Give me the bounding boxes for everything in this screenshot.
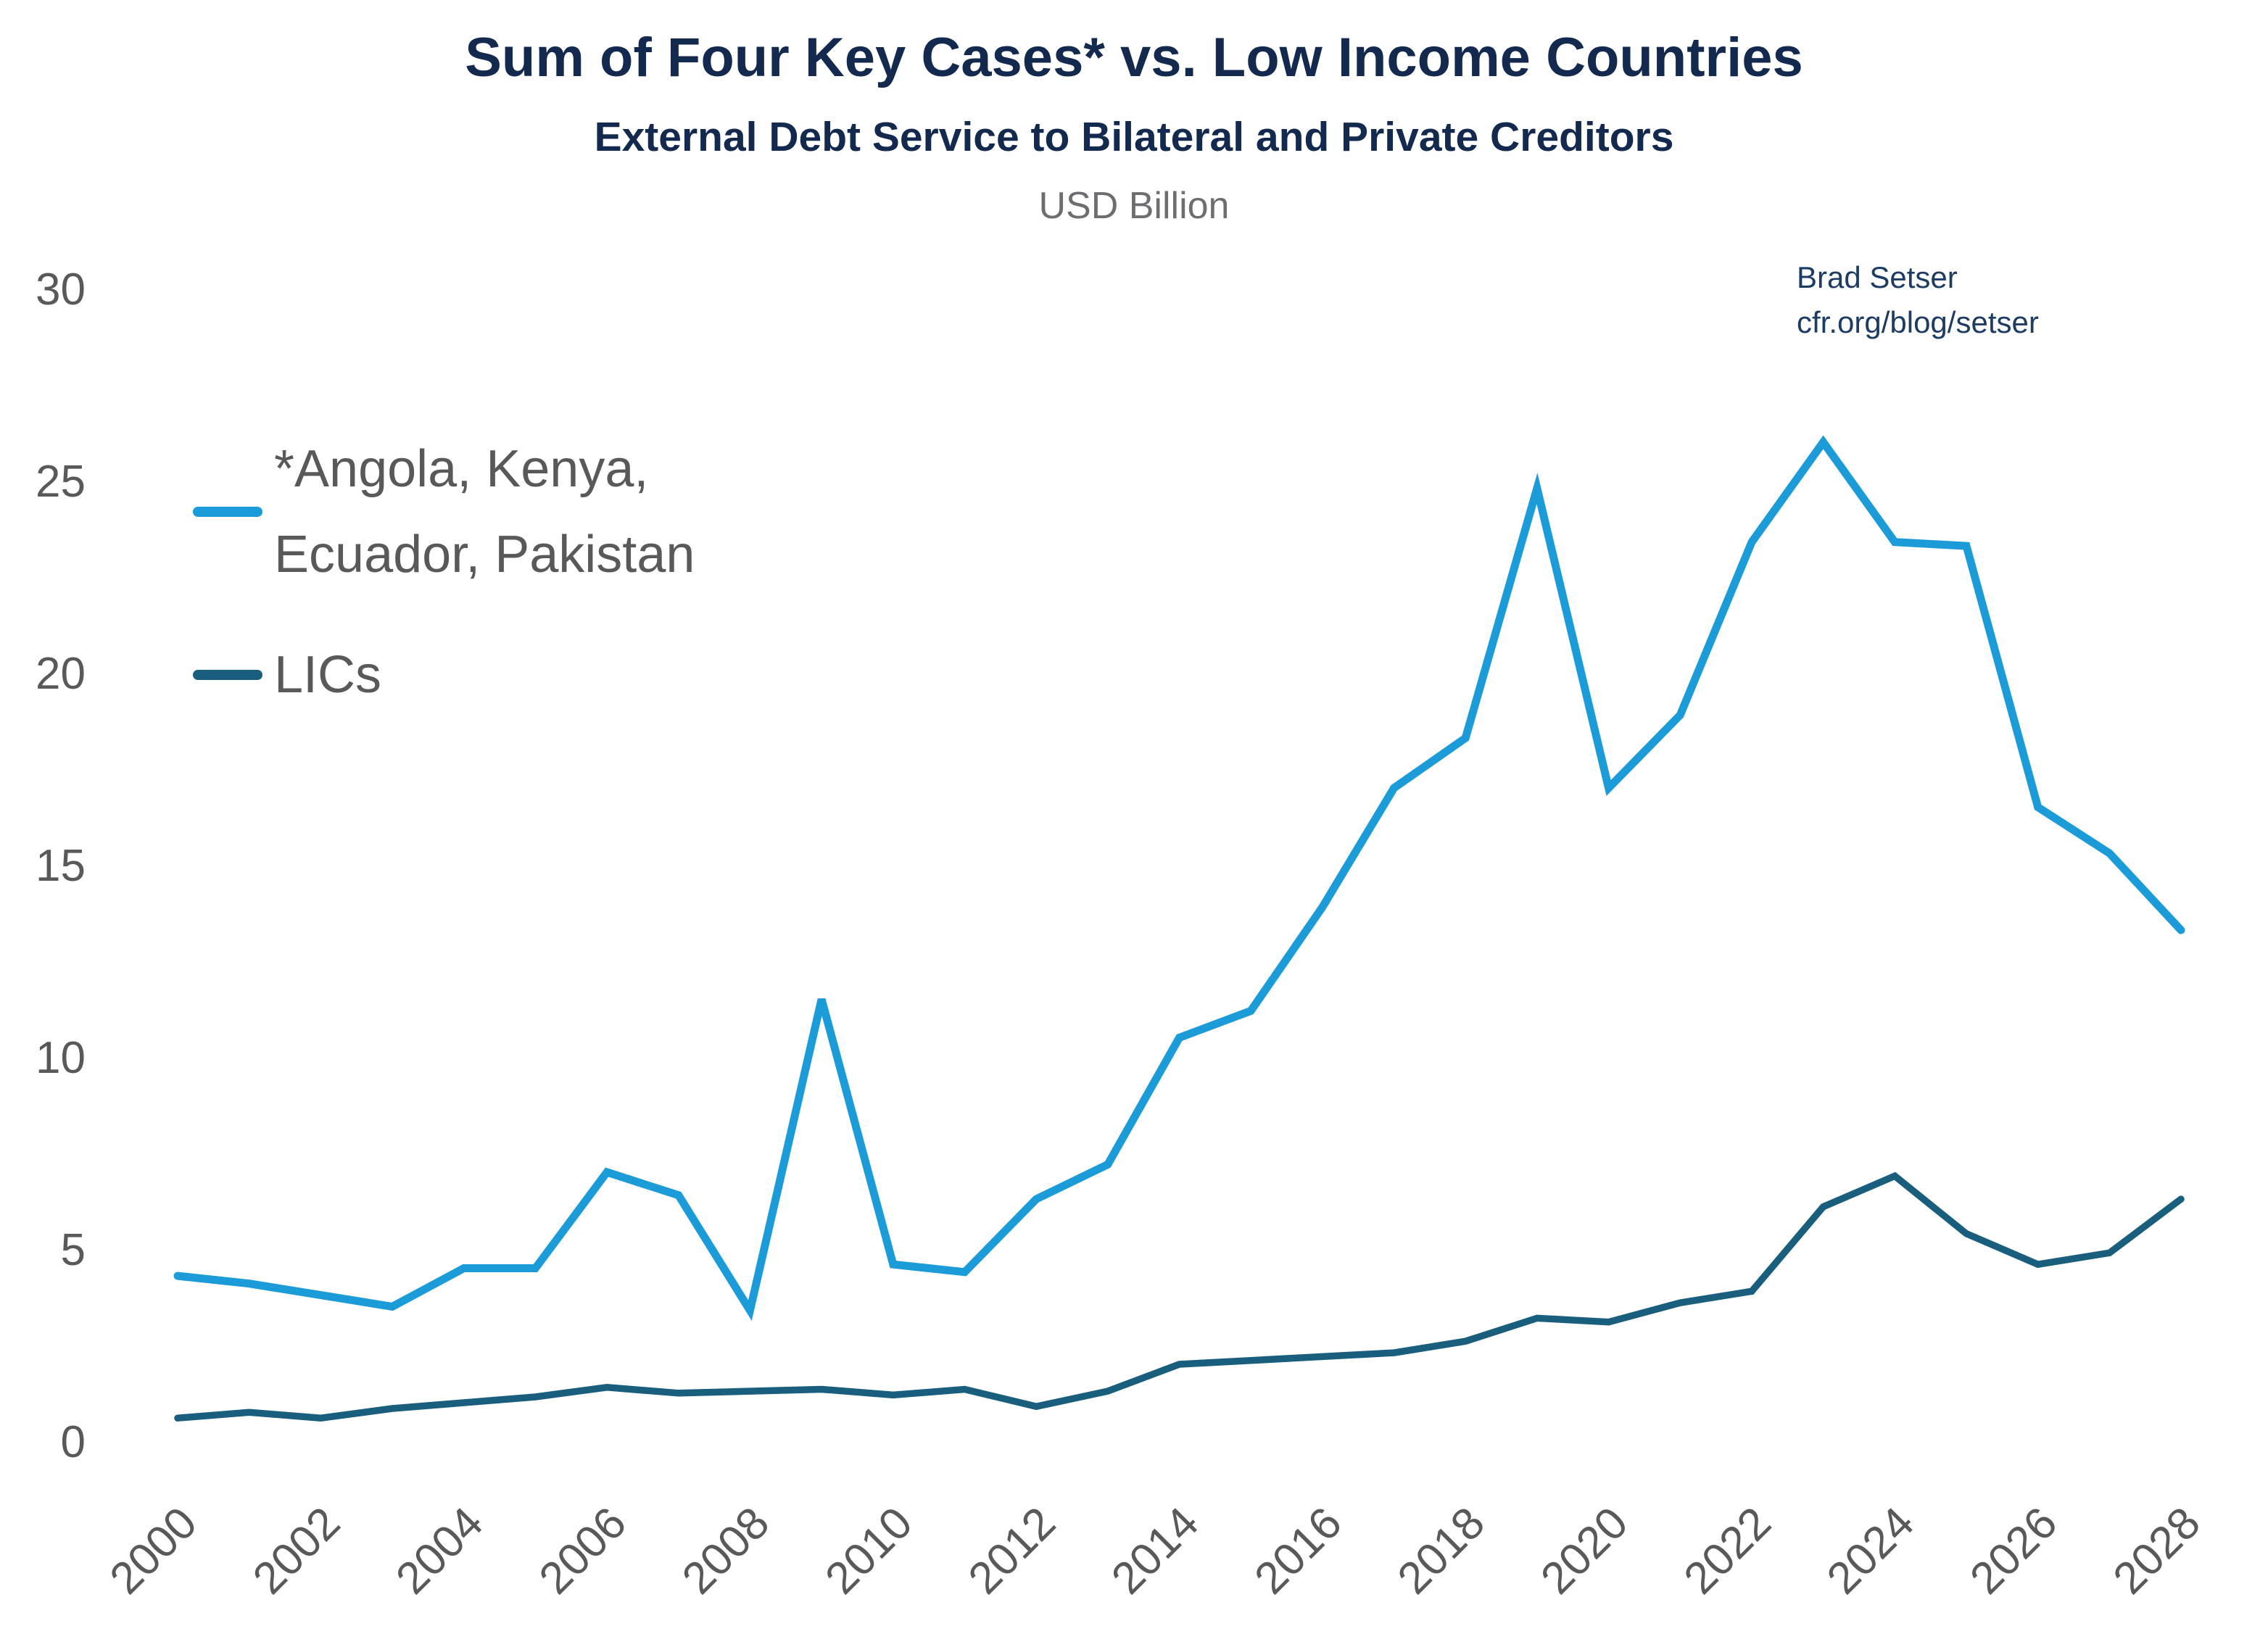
x-axis-tick-label: 2006: [530, 1498, 636, 1604]
units-label: USD Billion: [1038, 185, 1230, 227]
x-axis-tick-label: 2020: [1531, 1498, 1637, 1604]
y-axis-tick-label: 25: [36, 457, 86, 507]
legend-label-lics: LICs: [274, 646, 382, 704]
legend-label-four-cases-line1: *Angola, Kenya,: [274, 440, 649, 498]
x-axis-tick-label: 2010: [816, 1498, 922, 1604]
x-axis-tick-label: 2012: [959, 1498, 1065, 1604]
series-line-four-key-cases: [173, 435, 2185, 1322]
x-axis-tick-label: 2014: [1102, 1498, 1208, 1604]
legend-swatch-lics: [193, 670, 262, 680]
chart-subtitle: External Debt Service to Bilateral and P…: [594, 114, 1674, 160]
y-axis-tick-label: 10: [36, 1033, 86, 1083]
x-axis-tick-label: 2018: [1388, 1498, 1494, 1604]
x-axis-tick-label: 2024: [1818, 1498, 1924, 1604]
y-axis-tick-label: 20: [36, 649, 86, 699]
attribution-url: cfr.org/blog/setser: [1797, 305, 2039, 339]
x-axis-tick-label: 2028: [2104, 1498, 2210, 1604]
x-axis-tick-label: 2004: [386, 1498, 492, 1604]
legend-swatch-four-cases: [193, 507, 262, 517]
y-axis-tick-label: 5: [61, 1225, 86, 1275]
y-axis-tick-label: 15: [36, 841, 86, 891]
attribution-author: Brad Setser: [1797, 260, 1958, 294]
y-axis-tick-label: 0: [61, 1417, 86, 1467]
legend-entry-lics: LICs: [193, 632, 381, 718]
x-axis-tick-label: 2000: [101, 1498, 207, 1604]
series-line-lics: [174, 1171, 2185, 1422]
x-axis-tick-label: 2016: [1245, 1498, 1351, 1604]
x-axis-tick-label: 2002: [244, 1498, 349, 1604]
chart-title: Sum of Four Key Cases* vs. Low Income Co…: [465, 27, 1803, 88]
x-axis-tick-label: 2022: [1675, 1498, 1781, 1604]
legend-entry-four-cases: *Angola, Kenya, Ecuador, Pakistan: [193, 426, 695, 597]
legend-label-four-cases-line2: Ecuador, Pakistan: [274, 526, 695, 584]
legend-label-four-cases: *Angola, Kenya, Ecuador, Pakistan: [274, 426, 695, 597]
x-axis-tick-label: 2026: [1961, 1498, 2066, 1604]
x-axis-tick-label: 2008: [673, 1498, 779, 1604]
y-axis-tick-label: 30: [36, 265, 86, 315]
